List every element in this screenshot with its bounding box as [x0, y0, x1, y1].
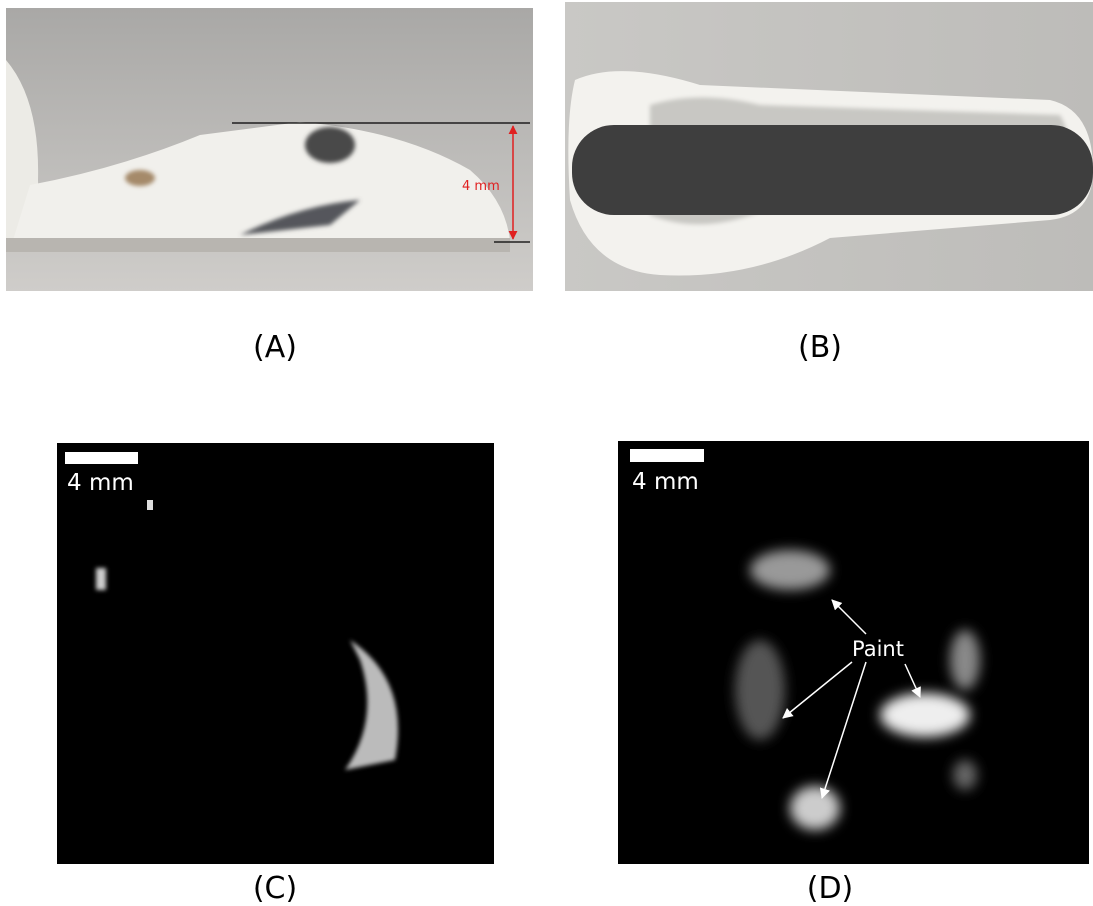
stain [125, 170, 155, 186]
panel-b [565, 2, 1093, 291]
scale-label: 4 mm [632, 469, 699, 495]
signal [750, 550, 830, 590]
base [6, 238, 510, 252]
signal [790, 786, 840, 830]
scan-c [57, 443, 494, 864]
panel-label: (B) [798, 330, 842, 365]
panel-c: 4 mm [57, 443, 494, 864]
signal [880, 693, 970, 737]
scale-label: 4 mm [67, 470, 134, 496]
speck [147, 500, 153, 510]
scale-bar [65, 452, 138, 464]
signal [735, 640, 785, 740]
paint-band [572, 125, 1093, 215]
signal [950, 630, 980, 690]
panel-label: (D) [807, 871, 854, 906]
annotation: 4 mm [462, 179, 500, 194]
scale-bar [630, 449, 704, 462]
panel-label: (C) [253, 871, 297, 906]
annotation: Paint [852, 637, 904, 661]
panel-a: 4 mm [6, 8, 533, 291]
signal [953, 760, 977, 790]
speck [96, 568, 106, 590]
panel-d: 4 mm Paint [618, 441, 1089, 864]
figure: 4 mm (A) (B) 4 mm (C) 4 mm Paint (D) [0, 0, 1093, 906]
panel-label: (A) [253, 330, 297, 365]
stain [305, 127, 355, 163]
